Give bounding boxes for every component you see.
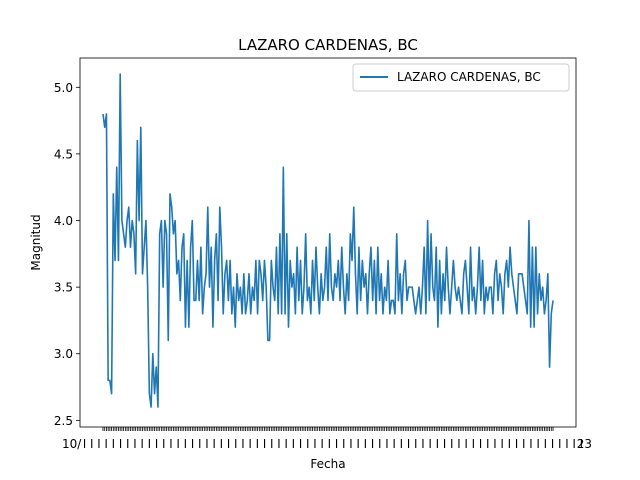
x-tick-label-overlap [386,439,388,448]
y-tick-label: 3.0 [54,347,73,361]
x-tick-label-overlap [148,439,150,448]
y-axis-label: Magnitud [29,214,43,270]
x-tick-label-overlap [220,439,222,448]
series-line [102,73,554,408]
x-tick-label-overlap [242,439,244,448]
x-tick-label-overlap [530,439,532,448]
x-tick-label-overlap [156,439,158,448]
x-tick-label-overlap [350,439,352,448]
legend: LAZARO CARDENAS, BC [352,63,570,92]
x-tick-label-overlap [120,439,122,448]
x-tick-label-overlap [278,439,280,448]
x-tick-label-overlap [422,439,424,448]
x-tick-label-overlap [372,439,374,448]
x-tick-label-overlap [400,439,402,448]
x-tick-label-overlap [494,439,496,448]
x-tick-label-overlap [249,439,251,448]
x-tick-label-overlap [465,439,467,448]
x-tick-label-overlap [163,439,165,448]
x-tick-label-overlap [552,439,554,448]
x-tick-label-overlap [429,439,431,448]
x-tick-label-overlap [141,439,143,448]
x-tick-label-overlap [458,439,460,448]
y-tick-label: 5.0 [54,81,73,95]
x-tick-label-overlap [314,439,316,448]
legend-entry-label: LAZARO CARDENAS, BC [397,70,541,84]
x-tick-label-overlap [264,439,266,448]
x-tick-label-overlap [228,439,230,448]
x-tick-label-overlap [98,439,100,448]
y-tick-label: 4.0 [54,214,73,228]
x-tick-label-overlap [537,439,539,448]
x-tick-label-overlap [336,439,338,448]
x-tick-label-overlap [508,439,510,448]
x-tick-label-overlap [559,439,561,448]
x-tick-label-overlap [544,439,546,448]
legend-box [352,63,570,92]
y-tick-label: 3.5 [54,281,73,295]
y-tick-label: 2.5 [54,414,73,428]
x-tick-label-overlap [328,439,330,448]
x-tick-label-overlap [343,439,345,448]
x-tick-label-overlap [472,439,474,448]
x-tick-label-overlap [213,439,215,448]
x-tick-label-overlap [271,439,273,448]
x-tick-label-overlap [321,439,323,448]
x-tick-label-overlap [379,439,381,448]
y-tick-label: 4.5 [54,147,73,161]
x-tick-label-overlap [134,439,136,448]
x-tick-label-first: 10/ [62,437,82,451]
x-tick-label-last: 23 [577,437,592,451]
x-tick-label-overlap [516,439,518,448]
x-tick-label-overlap [573,439,575,448]
x-tick-label-overlap [256,439,258,448]
x-tick-label-overlap [307,439,309,448]
x-tick-label-overlap [192,439,194,448]
x-axis: 10/23 [62,427,592,451]
x-tick-label-overlap [451,439,453,448]
x-tick-label-overlap [170,439,172,448]
x-tick-label-overlap [199,439,201,448]
x-tick-label-overlap [580,439,582,448]
x-tick-label-overlap [523,439,525,448]
x-tick-label-overlap [285,439,287,448]
x-tick-label-overlap [300,439,302,448]
x-tick-label-overlap [91,439,93,448]
chart-title: LAZARO CARDENAS, BC [238,36,418,54]
x-tick-label-overlap [357,439,359,448]
x-tick-label-overlap [444,439,446,448]
x-tick-label-overlap [415,439,417,448]
x-tick-label-overlap [184,439,186,448]
x-tick-label-overlap [112,439,114,448]
x-axis-label: Fecha [310,457,345,471]
x-tick-label-overlap [292,439,294,448]
plot-layer [102,73,554,408]
x-tick-label-overlap [84,439,86,448]
x-tick-label-overlap [177,439,179,448]
x-tick-label-overlap [393,439,395,448]
x-tick-label-overlap [480,439,482,448]
x-tick-label-overlap [487,439,489,448]
x-tick-label-overlap [566,439,568,448]
x-tick-label-overlap [364,439,366,448]
x-tick-label-overlap [127,439,129,448]
x-tick-label-overlap [105,439,107,448]
x-tick-label-overlap [235,439,237,448]
x-tick-label-overlap [501,439,503,448]
x-tick-label-overlap [436,439,438,448]
y-axis: 2.5 3.0 3.5 4.0 4.5 5.0 [54,81,80,428]
x-tick-label-overlap [408,439,410,448]
x-tick-label-overlap [206,439,208,448]
